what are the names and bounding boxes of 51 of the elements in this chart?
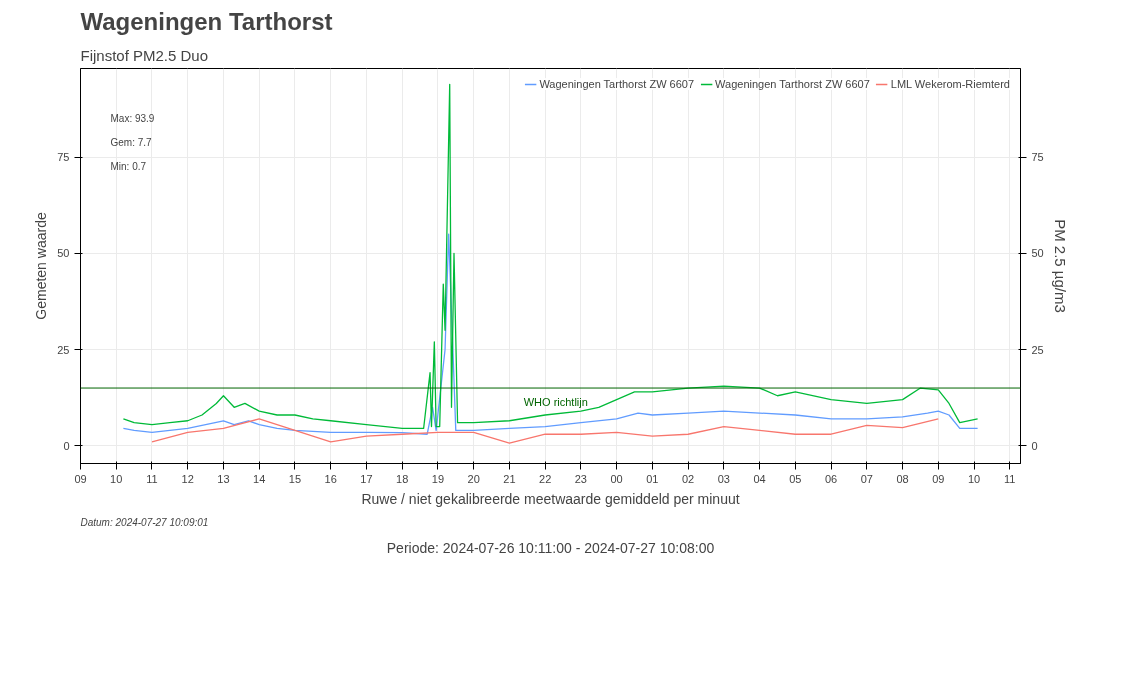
x-tick-label: 09 — [932, 472, 945, 485]
y2-tick-label: 25 — [1031, 343, 1044, 356]
y2-tick-label: 0 — [1031, 439, 1038, 452]
x-tick-label: 20 — [467, 472, 480, 485]
y2-axis-title: PM 2.5 µg/m3 — [1051, 219, 1069, 313]
annotation: Min: 0.7 — [110, 160, 147, 172]
x-tick-label: 01 — [646, 472, 659, 485]
x-tick-label: 23 — [574, 472, 588, 485]
x-tick-label: 22 — [539, 472, 552, 485]
x-tick-label: 09 — [74, 472, 87, 485]
x-axis-title: Ruwe / niet gekalibreerde meetwaarde gemiddeld per minuut — [361, 490, 740, 507]
x-tick-label: 19 — [431, 472, 445, 485]
y-tick-label: 50 — [57, 247, 70, 260]
chart-subtitle: Fijnstof PM2.5 Duo — [80, 46, 209, 64]
x-tick-label: 12 — [181, 472, 194, 485]
x-tick-label: 18 — [396, 472, 409, 485]
annotation: Gem: 7.7 — [110, 136, 153, 148]
legend-label: Wageningen Tarthorst ZW 6607 — [715, 78, 870, 90]
x-tick-label: 14 — [253, 472, 266, 485]
x-tick-label: 03 — [717, 472, 730, 485]
y2-tick-label: 75 — [1031, 151, 1044, 164]
line-series — [122, 233, 979, 435]
x-tick-label: 04 — [753, 472, 766, 485]
x-tick-label: 17 — [360, 472, 373, 485]
x-tick-label: 21 — [503, 472, 516, 485]
y-tick-label: 25 — [57, 343, 70, 356]
x-tick-label: 08 — [896, 472, 909, 485]
x-tick-label: 05 — [789, 472, 802, 485]
x-tick-label: 06 — [824, 472, 838, 485]
x-tick-label: 10 — [967, 472, 981, 485]
y2-tick-label: 50 — [1031, 247, 1044, 260]
x-tick-label: 13 — [217, 472, 230, 485]
x-tick-label: 07 — [860, 472, 873, 485]
y-axis-title: Gemeten waarde — [33, 212, 50, 320]
line-series — [151, 418, 939, 444]
x-tick-label: 10 — [110, 472, 123, 485]
x-tick-label: 16 — [324, 472, 337, 485]
text: Datum: 2024-07-27 10:09:01 — [80, 516, 209, 528]
ref-line-label: WHO richtlijn — [523, 396, 588, 409]
x-tick-label: 02 — [681, 472, 695, 485]
y-tick-label: 75 — [57, 151, 70, 164]
x-tick-label: 00 — [610, 472, 623, 485]
text: Periode: 2024-07-26 10:11:00 - 2024-07-27 10:08:00 — [386, 539, 715, 556]
y-tick-label: 0 — [63, 439, 70, 452]
x-tick-label: 11 — [146, 472, 158, 485]
chart-title: Wageningen Tarthorst — [80, 7, 333, 35]
annotation: Max: 93.9 — [110, 112, 155, 124]
x-tick-label: 11 — [1004, 472, 1016, 485]
x-tick-label: 15 — [288, 472, 302, 485]
legend-label: LML Wekerom-Riemterd — [890, 78, 1010, 90]
legend-label: Wageningen Tarthorst ZW 6607 — [539, 78, 695, 90]
